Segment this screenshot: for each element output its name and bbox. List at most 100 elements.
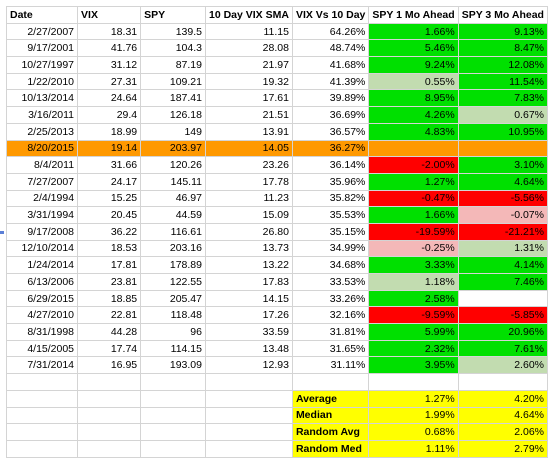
vix-cell[interactable]: 16.95 [77,356,142,375]
spy-3mo-cell[interactable]: -0.07% [457,206,548,224]
date-cell[interactable]: 8/31/1998 [5,323,79,341]
spy-3mo-cell[interactable]: 0.67% [457,106,548,124]
vix-vs-sma-cell[interactable]: 36.14% [291,156,370,174]
sma-cell[interactable]: 23.26 [204,156,293,174]
sma-cell[interactable]: 21.97 [204,56,293,74]
empty-cell[interactable] [5,423,79,441]
spy-3mo-cell[interactable] [457,139,548,158]
vix-vs-sma-cell[interactable]: 31.65% [291,339,370,358]
date-cell[interactable]: 2/27/2007 [5,22,79,41]
vix-cell[interactable]: 31.12 [77,56,142,74]
date-cell[interactable]: 6/13/2006 [5,273,79,291]
spy-cell[interactable]: 46.97 [140,189,206,208]
vix-cell[interactable]: 23.81 [77,273,142,291]
spy-3mo-cell[interactable]: -5.85% [457,306,548,325]
date-cell[interactable]: 2/4/1994 [5,189,79,208]
spy-1mo-cell[interactable]: 0.55% [368,72,459,91]
date-cell[interactable]: 2/25/2013 [5,122,79,141]
spy-cell[interactable]: 193.09 [140,356,206,375]
spy-cell[interactable]: 203.97 [140,139,206,158]
date-cell[interactable]: 1/24/2014 [5,256,79,274]
vix-vs-sma-cell[interactable]: 36.69% [291,106,370,124]
summary-3mo-value[interactable]: 2.06% [457,423,548,441]
sma-cell[interactable]: 11.23 [204,189,293,208]
summary-1mo-value[interactable]: 1.27% [368,389,459,408]
spy-cell[interactable]: 116.61 [140,222,206,241]
sma-cell[interactable]: 12.93 [204,356,293,375]
spy-1mo-cell[interactable]: 3.33% [368,256,459,274]
vix-cell[interactable]: 17.74 [77,339,142,358]
spy-1mo-cell[interactable]: -0.25% [368,239,459,258]
empty-cell[interactable] [77,373,142,391]
date-cell[interactable]: 7/27/2007 [5,172,79,191]
vix-vs-sma-cell[interactable]: 35.53% [291,206,370,224]
sma-cell[interactable]: 13.91 [204,122,293,141]
vix-vs-sma-cell[interactable]: 31.11% [291,356,370,375]
spy-3mo-cell[interactable]: 11.54% [457,72,548,91]
spy-1mo-cell[interactable]: -2.00% [368,156,459,174]
vix-cell[interactable]: 29.4 [77,106,142,124]
empty-cell[interactable] [140,423,206,441]
empty-cell[interactable] [140,373,206,391]
empty-cell[interactable] [140,439,206,458]
header-cell[interactable]: VIX [77,6,142,24]
spy-3mo-cell[interactable] [457,289,548,308]
date-cell[interactable]: 6/29/2015 [5,289,79,308]
vix-cell[interactable]: 41.76 [77,39,142,58]
spy-3mo-cell[interactable]: -21.21% [457,222,548,241]
spy-cell[interactable]: 203.16 [140,239,206,258]
spy-3mo-cell[interactable]: 7.61% [457,339,548,358]
spy-cell[interactable]: 120.26 [140,156,206,174]
spy-cell[interactable]: 178.89 [140,256,206,274]
header-cell[interactable]: VIX Vs 10 Day [291,6,370,24]
spy-cell[interactable]: 139.5 [140,22,206,41]
spy-3mo-cell[interactable]: 12.08% [457,56,548,74]
empty-cell[interactable] [291,373,370,391]
sma-cell[interactable]: 15.09 [204,206,293,224]
sma-cell[interactable]: 14.05 [204,139,293,158]
empty-cell[interactable] [77,389,142,408]
vix-cell[interactable]: 15.25 [77,189,142,208]
spy-3mo-cell[interactable]: 4.14% [457,256,548,274]
summary-label[interactable]: Random Avg [291,423,370,441]
empty-cell[interactable] [140,389,206,408]
spy-1mo-cell[interactable]: -19.59% [368,222,459,241]
spy-1mo-cell[interactable]: 2.58% [368,289,459,308]
vix-cell[interactable]: 24.17 [77,172,142,191]
spy-cell[interactable]: 87.19 [140,56,206,74]
summary-3mo-value[interactable]: 2.79% [457,439,548,458]
vix-vs-sma-cell[interactable]: 41.39% [291,72,370,91]
vix-cell[interactable]: 18.85 [77,289,142,308]
summary-label[interactable]: Average [291,389,370,408]
sma-cell[interactable]: 19.32 [204,72,293,91]
empty-cell[interactable] [77,406,142,425]
empty-cell[interactable] [204,439,293,458]
vix-vs-sma-cell[interactable]: 34.99% [291,239,370,258]
date-cell[interactable]: 12/10/2014 [5,239,79,258]
spy-3mo-cell[interactable]: 9.13% [457,22,548,41]
summary-3mo-value[interactable]: 4.64% [457,406,548,425]
date-cell[interactable]: 10/27/1997 [5,56,79,74]
date-cell[interactable]: 1/22/2010 [5,72,79,91]
empty-cell[interactable] [5,439,79,458]
sma-cell[interactable]: 17.83 [204,273,293,291]
vix-cell[interactable]: 31.66 [77,156,142,174]
vix-vs-sma-cell[interactable]: 35.15% [291,222,370,241]
vix-vs-sma-cell[interactable]: 39.89% [291,89,370,108]
spy-cell[interactable]: 96 [140,323,206,341]
empty-cell[interactable] [5,389,79,408]
spy-3mo-cell[interactable]: 8.47% [457,39,548,58]
vix-vs-sma-cell[interactable]: 32.16% [291,306,370,325]
summary-label[interactable]: Random Med [291,439,370,458]
spy-1mo-cell[interactable]: -9.59% [368,306,459,325]
vix-vs-sma-cell[interactable]: 31.81% [291,323,370,341]
vix-vs-sma-cell[interactable]: 35.82% [291,189,370,208]
summary-1mo-value[interactable]: 0.68% [368,423,459,441]
sma-cell[interactable]: 17.78 [204,172,293,191]
date-cell[interactable]: 8/4/2011 [5,156,79,174]
sma-cell[interactable]: 17.61 [204,89,293,108]
sma-cell[interactable]: 13.48 [204,339,293,358]
vix-cell[interactable]: 24.64 [77,89,142,108]
vix-vs-sma-cell[interactable]: 48.74% [291,39,370,58]
sma-cell[interactable]: 13.73 [204,239,293,258]
